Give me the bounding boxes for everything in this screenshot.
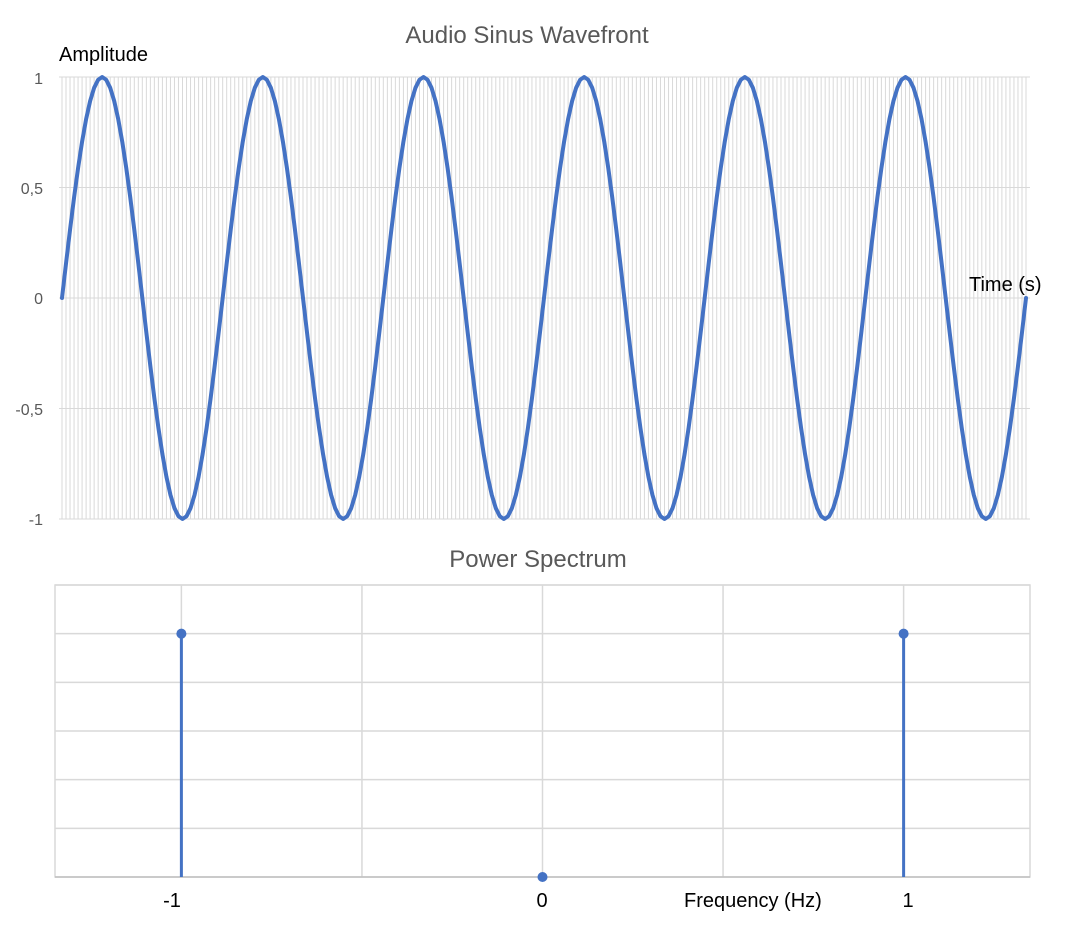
spectrum-point [898, 628, 909, 639]
wavefront-title: Audio Sinus Wavefront [405, 22, 649, 49]
power-spectrum-chart: Power Spectrum -1 0 1 Frequency (Hz) [54, 546, 1031, 912]
y-tick-label: 1 [34, 71, 43, 88]
sine-wave-line [60, 75, 1028, 521]
wavefront-ylabel: Amplitude [59, 44, 148, 66]
wavefront-y-tick-labels: 1 0,5 0 -0,5 -1 [15, 71, 43, 529]
wavefront-xlabel: Time (s) [969, 274, 1042, 296]
x-tick-label: 1 [902, 890, 913, 912]
wavefront-series [60, 75, 1028, 521]
y-tick-label: 0 [34, 291, 43, 308]
spectrum-x-tick-labels: -1 0 1 [163, 890, 913, 912]
x-tick-label: -1 [163, 890, 181, 912]
y-tick-label: -0,5 [15, 402, 43, 419]
spectrum-xlabel: Frequency (Hz) [684, 890, 822, 912]
spectrum-point [176, 628, 187, 639]
spectrum-point [537, 872, 548, 882]
x-tick-label: 0 [536, 890, 547, 912]
wavefront-chart: Audio Sinus Wavefront Amplitude 1 0,5 0 … [15, 22, 1041, 529]
y-tick-label: 0,5 [21, 181, 43, 198]
spectrum-title: Power Spectrum [449, 546, 626, 573]
spectrum-gridlines [54, 584, 1031, 878]
spectrum-marks [176, 628, 909, 882]
y-tick-label: -1 [29, 512, 43, 529]
